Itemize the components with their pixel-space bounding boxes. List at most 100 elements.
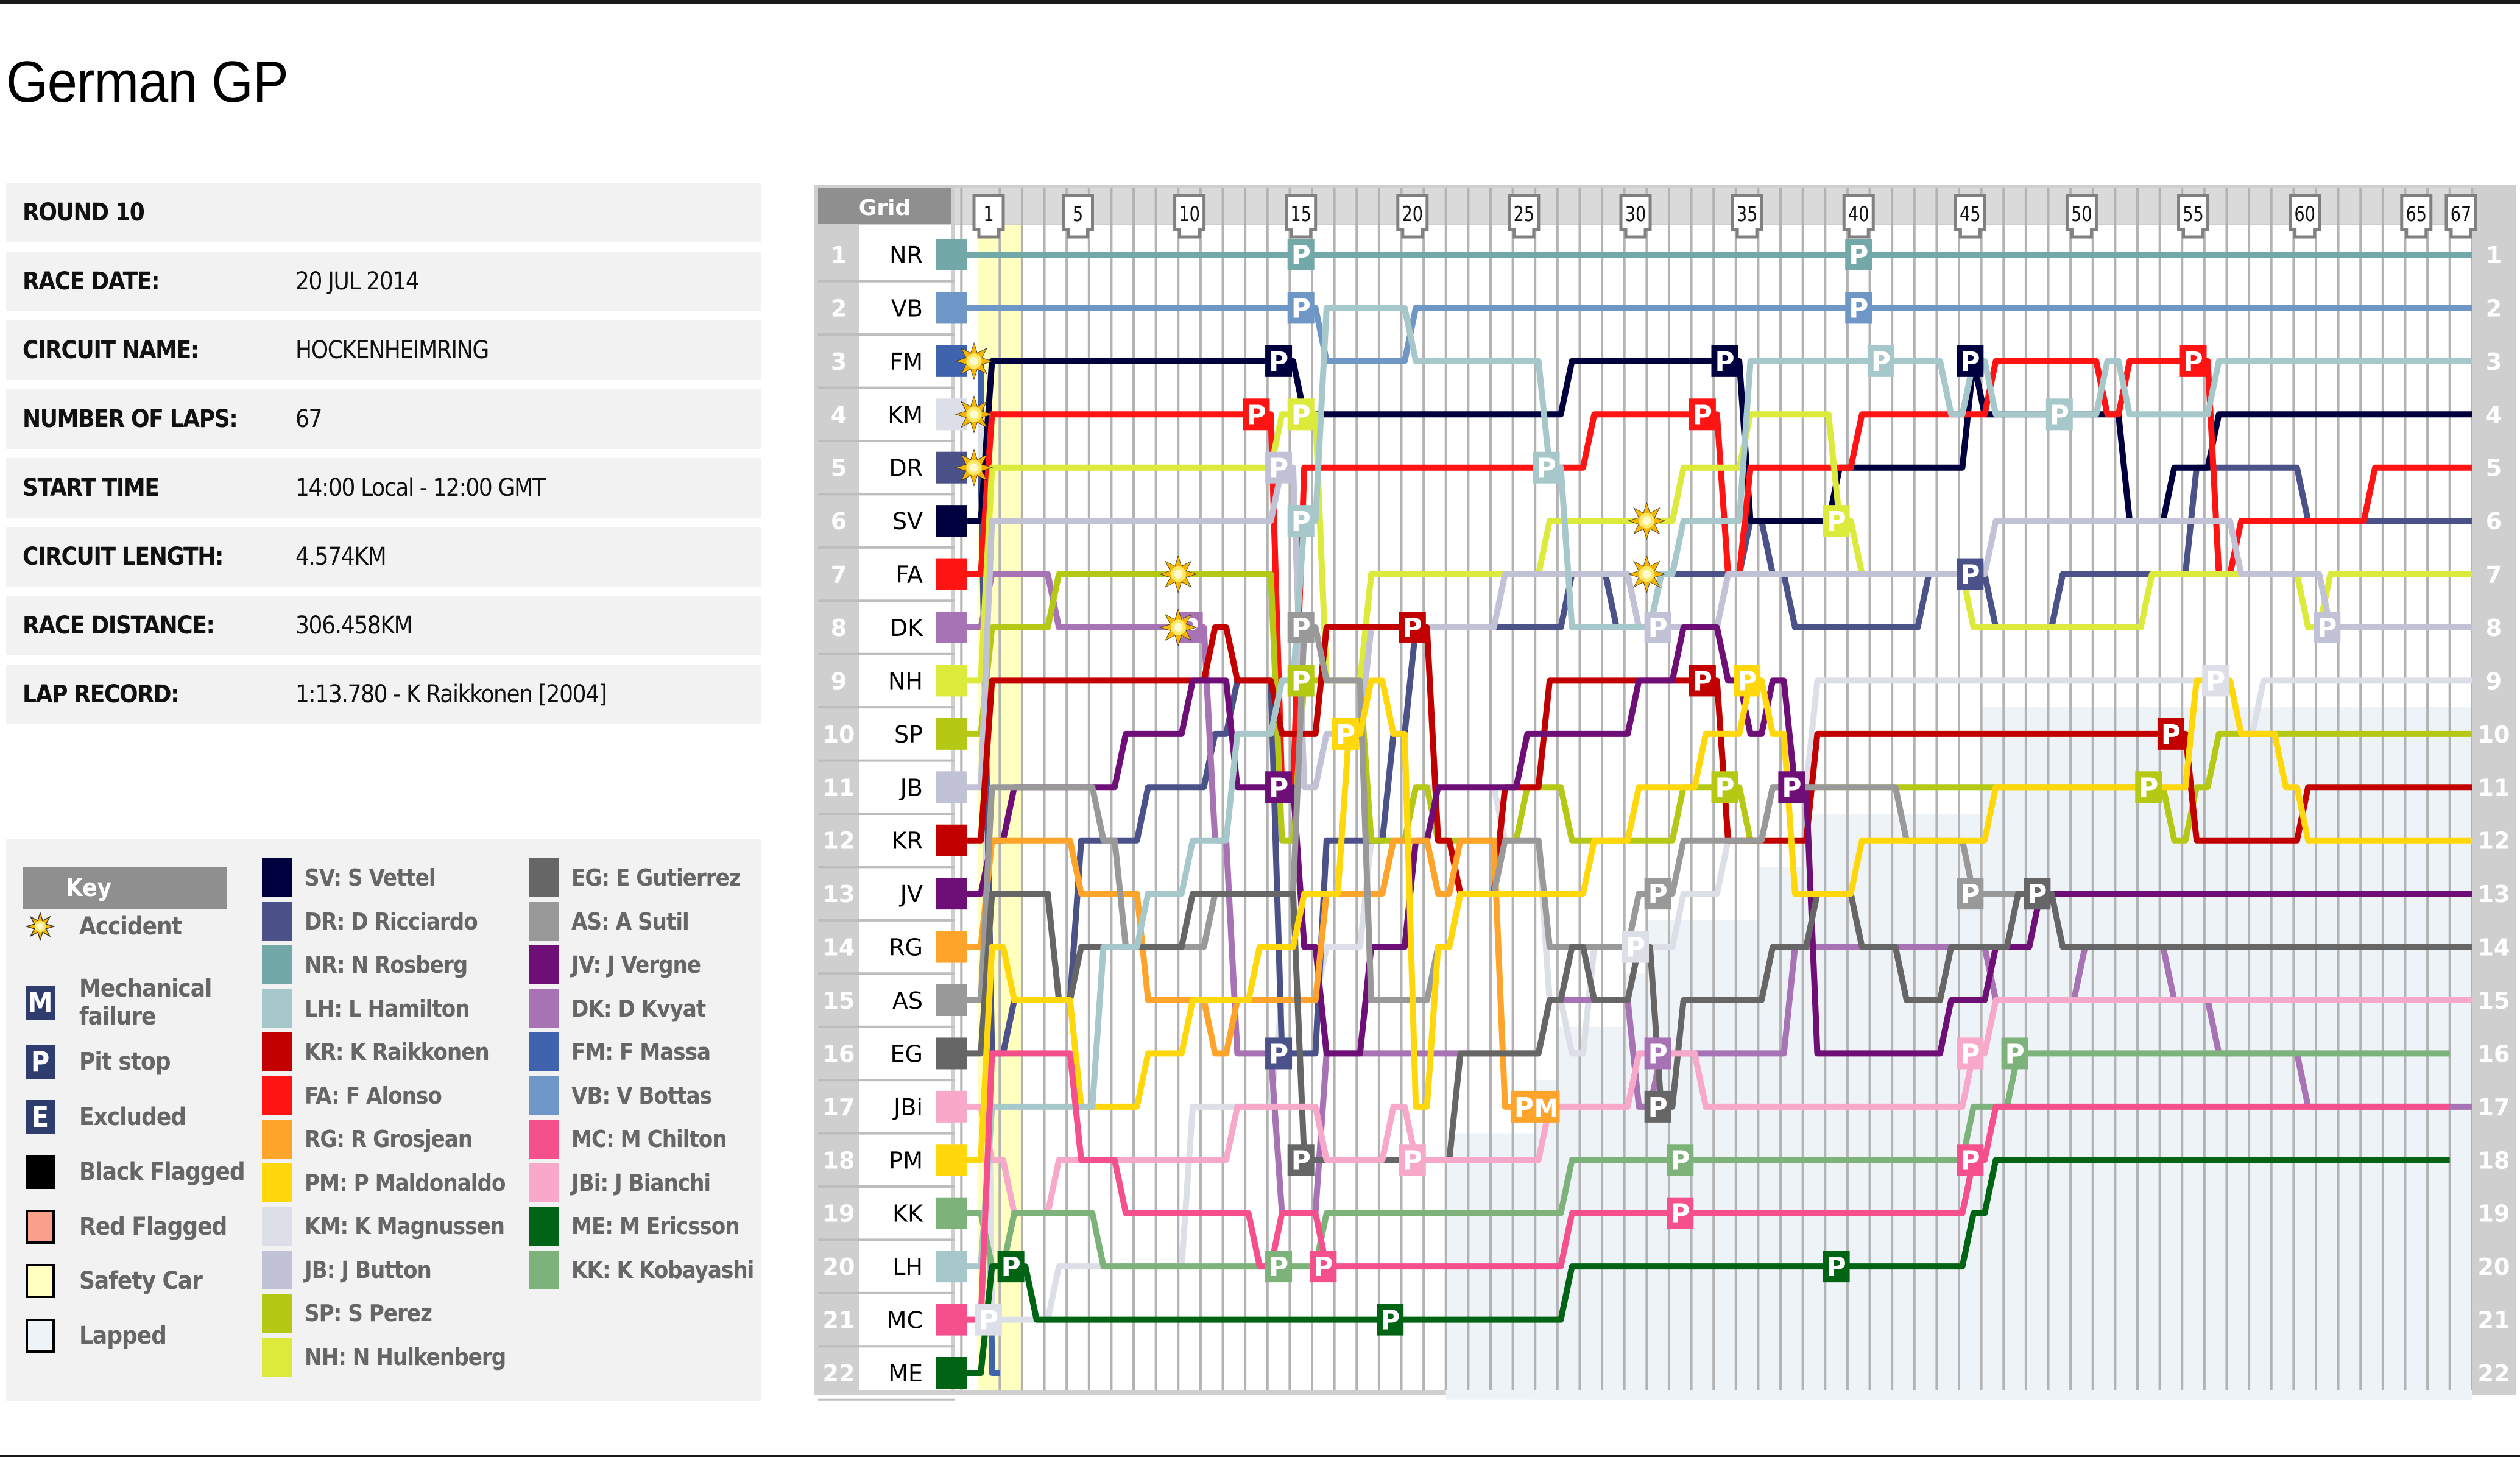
final-position-number: 16 — [2478, 1040, 2510, 1067]
svg-text:P: P — [1001, 1252, 1020, 1283]
pit-stop-icon: P — [1644, 1037, 1671, 1070]
legend-driver-sv: SV: S Vettel — [262, 856, 436, 899]
grid-position-number: 16 — [823, 1040, 855, 1067]
grid-driver-code: SV — [892, 508, 923, 535]
svg-text:P: P — [1336, 719, 1355, 750]
pit-stop-icon: P — [1734, 665, 1761, 697]
final-position-number: 10 — [2478, 721, 2510, 748]
key-item-excluded: E Excluded — [26, 1100, 186, 1134]
info-row: START TIME 14:00 Local - 12:00 GMT — [6, 458, 761, 518]
legend-driver-label: FA: F Alonso — [305, 1082, 442, 1109]
grid-driver-code: DR — [889, 455, 923, 482]
grid-driver-code: DK — [890, 615, 923, 641]
legend-driver-nh: NH: N Hulkenberg — [262, 1336, 506, 1378]
svg-text:P: P — [1536, 453, 1556, 484]
svg-text:25: 25 — [1514, 202, 1535, 227]
pit-stop-icon: P — [1957, 1037, 1984, 1070]
grid-driver-code: NR — [889, 242, 923, 269]
accident-icon — [955, 395, 994, 434]
svg-text:P: P — [1871, 347, 1891, 378]
pit-stop-icon: P — [1377, 1304, 1404, 1336]
lap-marker-65: 65 — [2400, 194, 2433, 239]
grid-position-number: 14 — [823, 934, 855, 961]
pit-stop-icon: P — [1644, 1090, 1671, 1123]
svg-text:P: P — [1291, 240, 1311, 271]
legend-driver-jv: JV: J Vergne — [529, 944, 701, 986]
legend-driver-pm: PM: P Maldonaldo — [262, 1162, 506, 1204]
trace-rg — [951, 837, 1558, 1110]
svg-text:P: P — [979, 1305, 998, 1336]
final-position-number: 8 — [2486, 615, 2502, 641]
svg-text:65: 65 — [2405, 202, 2427, 227]
svg-text:P: P — [1291, 506, 1311, 537]
trace-jbi — [951, 997, 2472, 1216]
svg-text:P: P — [1693, 400, 1712, 431]
info-label: NUMBER OF LAPS: — [23, 405, 238, 433]
grid-position-number: 15 — [823, 987, 855, 1014]
legend-driver-label: PM: P Maldonaldo — [305, 1169, 506, 1196]
pit-stop-icon: P — [1644, 878, 1671, 910]
svg-text:P: P — [1269, 1252, 1288, 1283]
grid-position-number: 7 — [831, 562, 847, 588]
accident-icon — [1159, 608, 1198, 647]
info-value: 67 — [295, 405, 322, 433]
color-swatch — [262, 901, 292, 941]
legend-driver-kk: KK: K Kobayashi — [529, 1249, 754, 1291]
svg-text:P: P — [1648, 879, 1668, 910]
final-position-number: 5 — [2486, 455, 2502, 482]
svg-text:67: 67 — [2451, 202, 2472, 227]
legend-driver-label: SP: S Perez — [305, 1300, 432, 1327]
info-label: ROUND 10 — [23, 199, 145, 227]
color-swatch — [529, 1163, 559, 1202]
pit-stop-icon: P — [1823, 505, 1850, 537]
black-flag-icon — [26, 1155, 55, 1189]
grid-position-column — [818, 225, 859, 1390]
grid-position-number: 5 — [831, 455, 847, 482]
color-swatch — [262, 1337, 292, 1377]
svg-text:20: 20 — [1402, 202, 1424, 227]
pit-stop-icon: P — [1265, 1037, 1293, 1070]
svg-text:P: P — [1403, 1145, 1422, 1176]
legend-driver-label: ME: M Ericsson — [571, 1213, 740, 1240]
final-position-number: 12 — [2478, 828, 2510, 855]
svg-text:P: P — [1715, 347, 1734, 378]
svg-text:M: M — [1534, 1095, 1559, 1123]
pit-stop-icon: P — [1265, 451, 1293, 484]
lap-marker-35: 35 — [1731, 194, 1763, 239]
pit-stop-icon: P — [1689, 665, 1716, 697]
grid-driver-code: KR — [892, 828, 923, 855]
info-label: CIRCUIT NAME: — [23, 336, 199, 364]
red-flag-icon — [26, 1210, 55, 1244]
legend-driver-label: JBi: J Bianchi — [571, 1169, 711, 1196]
final-position-number: 22 — [2478, 1360, 2510, 1387]
grid-header-label: Grid — [859, 196, 911, 220]
pit-stop-icon: P — [2179, 345, 2207, 378]
pit-stop-icon: P — [1310, 1251, 1337, 1283]
legend-driver-label: DR: D Ricciardo — [305, 908, 478, 935]
svg-text:5: 5 — [1073, 202, 1083, 227]
color-swatch — [262, 989, 292, 1028]
pit-stop-icon: P — [1265, 771, 1293, 803]
svg-text:P: P — [1648, 613, 1668, 644]
info-value: 20 JUL 2014 — [295, 267, 420, 295]
legend-driver-vb: VB: V Bottas — [529, 1074, 712, 1117]
accident-icon — [26, 911, 55, 942]
info-row: CIRCUIT LENGTH: 4.574KM — [6, 527, 761, 587]
accident-icon — [1627, 555, 1666, 593]
svg-text:P: P — [1670, 1199, 1690, 1230]
trace-dr — [951, 464, 2472, 1057]
excluded-icon: E — [26, 1100, 55, 1134]
lap-marker-55: 55 — [2177, 194, 2210, 239]
grid-driver-code: JB — [899, 774, 923, 801]
pit-stop-icon: P — [1689, 398, 1716, 431]
trace-me — [951, 1157, 2450, 1376]
svg-text:P: P — [1826, 1252, 1846, 1283]
final-position-number: 3 — [2486, 348, 2502, 375]
key-item-mechanical-failure: M Mechanical failure — [26, 975, 213, 1031]
grid-driver-code: FA — [896, 562, 923, 588]
svg-text:P: P — [1291, 666, 1311, 697]
svg-text:P: P — [1291, 400, 1311, 431]
lap-marker-15: 15 — [1285, 194, 1318, 239]
svg-text:40: 40 — [1848, 202, 1869, 227]
